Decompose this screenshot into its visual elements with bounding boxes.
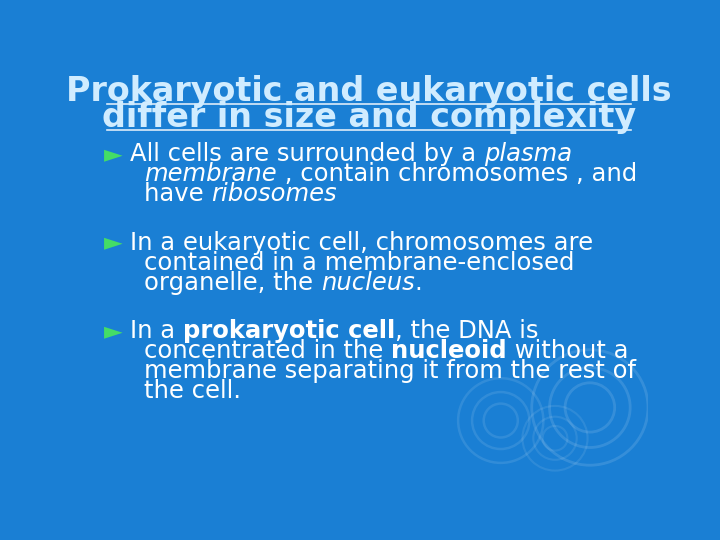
Text: plasma: plasma bbox=[484, 142, 572, 166]
Text: All cells are surrounded by a: All cells are surrounded by a bbox=[130, 142, 484, 166]
Text: .: . bbox=[415, 271, 423, 295]
Text: prokaryotic cell: prokaryotic cell bbox=[183, 319, 395, 343]
Text: organelle, the: organelle, the bbox=[144, 271, 321, 295]
Text: have: have bbox=[144, 182, 212, 206]
Text: ►: ► bbox=[104, 231, 122, 254]
Text: concentrated in the: concentrated in the bbox=[144, 339, 391, 363]
Text: ribosomes: ribosomes bbox=[212, 182, 337, 206]
Text: , contain chromosomes , and: , contain chromosomes , and bbox=[277, 162, 637, 186]
Text: ►: ► bbox=[104, 319, 122, 343]
Text: ►: ► bbox=[104, 142, 122, 166]
Text: nucleoid: nucleoid bbox=[391, 339, 507, 363]
Text: In a: In a bbox=[130, 319, 183, 343]
Text: differ in size and complexity: differ in size and complexity bbox=[102, 100, 636, 134]
Text: the cell.: the cell. bbox=[144, 379, 241, 403]
Text: nucleus: nucleus bbox=[321, 271, 415, 295]
Text: contained in a membrane-enclosed: contained in a membrane-enclosed bbox=[144, 251, 575, 275]
Text: In a eukaryotic cell, chromosomes are: In a eukaryotic cell, chromosomes are bbox=[130, 231, 593, 254]
Text: without a: without a bbox=[507, 339, 629, 363]
Text: Prokaryotic and eukaryotic cells: Prokaryotic and eukaryotic cells bbox=[66, 75, 672, 108]
Text: membrane separating it from the rest of: membrane separating it from the rest of bbox=[144, 359, 636, 383]
Text: membrane: membrane bbox=[144, 162, 277, 186]
Text: , the DNA is: , the DNA is bbox=[395, 319, 539, 343]
